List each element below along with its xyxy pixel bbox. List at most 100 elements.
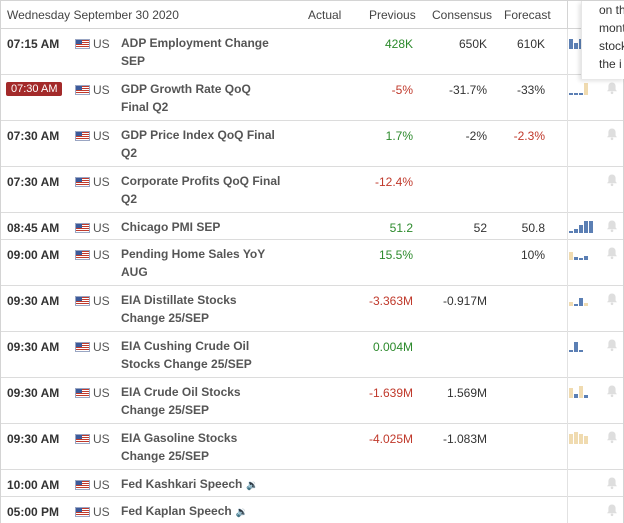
event-subtitle[interactable]: Change 25/SEP	[121, 449, 210, 463]
event-forecast: -2.3%	[513, 129, 545, 143]
bell-icon[interactable]	[605, 430, 619, 444]
event-name[interactable]: GDP Price Index QoQ Final Q2	[121, 126, 311, 162]
calendar-date: Wednesday September 30 2020	[7, 8, 179, 22]
mini-chart[interactable]	[567, 430, 597, 444]
event-country: US	[93, 478, 110, 492]
bell-icon[interactable]	[605, 246, 619, 260]
event-subtitle[interactable]: SEP	[121, 54, 146, 68]
event-title[interactable]: Fed Kaplan Speech	[121, 504, 232, 518]
event-name[interactable]: Chicago PMI SEP	[121, 218, 311, 236]
mini-chart[interactable]	[567, 81, 597, 95]
calendar-row[interactable]: 05:00 PM US Fed Kaplan Speech 🔉	[1, 497, 623, 523]
mini-chart-bar	[584, 256, 588, 260]
event-name[interactable]: Pending Home Sales YoY AUG	[121, 245, 311, 281]
mini-chart-bar	[574, 257, 578, 260]
mini-chart-bar	[574, 432, 578, 444]
mini-chart-bar	[584, 83, 588, 95]
mini-chart-bar	[579, 298, 583, 306]
event-title[interactable]: Chicago PMI SEP	[121, 220, 221, 234]
event-name[interactable]: Corporate Profits QoQ Final Q2	[121, 172, 311, 208]
event-name[interactable]: EIA Crude Oil Stocks Change 25/SEP	[121, 383, 311, 419]
column-header-actual[interactable]: Actual	[308, 8, 342, 22]
event-subtitle[interactable]: Q2	[121, 192, 138, 206]
column-header-forecast[interactable]: Forecast	[504, 8, 551, 22]
event-subtitle[interactable]: Q2	[121, 146, 138, 160]
event-title[interactable]: EIA Cushing Crude Oil	[121, 339, 250, 353]
event-consensus: -2%	[465, 129, 487, 143]
event-name[interactable]: Fed Kashkari Speech 🔉	[121, 475, 311, 495]
event-subtitle[interactable]: Final Q2	[121, 100, 169, 114]
calendar-row[interactable]: 09:00 AM US Pending Home Sales YoY AUG 15.5%…	[1, 240, 623, 286]
calendar-row[interactable]: 07:30 AM US GDP Price Index QoQ Final Q2 1.7…	[1, 121, 623, 167]
event-time: 08:45 AM	[7, 221, 60, 235]
calendar-row[interactable]: 07:30 AM US Corporate Profits QoQ Final Q2 -…	[1, 167, 623, 213]
calendar-header: Wednesday September 30 2020 Actual Previ…	[1, 1, 623, 29]
bell-icon[interactable]	[605, 503, 619, 517]
header-divider	[567, 1, 568, 29]
event-time: 09:30 AM	[7, 386, 60, 400]
event-title[interactable]: Pending Home Sales YoY	[121, 247, 266, 261]
bell-icon[interactable]	[605, 476, 619, 490]
bell-icon[interactable]	[605, 292, 619, 306]
us-flag-icon	[75, 507, 90, 517]
mini-chart-bar	[569, 434, 573, 444]
event-name[interactable]: EIA Cushing Crude Oil Stocks Change 25/SE…	[121, 337, 311, 373]
event-title[interactable]: EIA Crude Oil Stocks	[121, 385, 241, 399]
event-subtitle[interactable]: Change 25/SEP	[121, 311, 210, 325]
event-name[interactable]: EIA Distillate Stocks Change 25/SEP	[121, 291, 311, 327]
bell-icon[interactable]	[605, 81, 619, 95]
mini-chart[interactable]	[567, 384, 597, 398]
bell-icon[interactable]	[605, 127, 619, 141]
mini-chart-bar	[579, 93, 583, 95]
event-previous: 51.2	[389, 221, 413, 235]
event-title[interactable]: GDP Price Index QoQ Final	[121, 128, 275, 142]
us-flag-icon	[75, 131, 90, 141]
event-subtitle[interactable]: AUG	[121, 265, 148, 279]
calendar-row[interactable]: 10:00 AM US Fed Kashkari Speech 🔉	[1, 470, 623, 497]
mini-chart[interactable]	[567, 246, 597, 260]
event-country: US	[93, 340, 110, 354]
event-time: 07:30 AM	[7, 175, 60, 189]
us-flag-icon	[75, 223, 90, 233]
calendar-row[interactable]: 09:30 AM US EIA Gasoline Stocks Change 25/S…	[1, 424, 623, 470]
bell-icon[interactable]	[605, 219, 619, 233]
mini-chart[interactable]	[567, 338, 597, 352]
event-name[interactable]: GDP Growth Rate QoQ Final Q2	[121, 80, 311, 116]
event-name[interactable]: EIA Gasoline Stocks Change 25/SEP	[121, 429, 311, 465]
event-time: 09:30 AM	[7, 340, 60, 354]
event-forecast: -33%	[516, 83, 545, 97]
us-flag-icon	[75, 296, 90, 306]
us-flag-icon	[75, 85, 90, 95]
event-time: 07:30 AM	[7, 129, 60, 143]
event-name[interactable]: ADP Employment Change SEP	[121, 34, 311, 70]
event-title[interactable]: Fed Kashkari Speech	[121, 477, 243, 491]
event-name[interactable]: Fed Kaplan Speech 🔉	[121, 502, 311, 522]
calendar-row[interactable]: 09:30 AM US EIA Distillate Stocks Change 25…	[1, 286, 623, 332]
mini-chart[interactable]	[567, 292, 597, 306]
us-flag-icon	[75, 480, 90, 490]
calendar-row[interactable]: 08:45 AM US Chicago PMI SEP 51.2 52 50.8	[1, 213, 623, 240]
column-divider	[567, 213, 568, 240]
bell-icon[interactable]	[605, 173, 619, 187]
event-title[interactable]: EIA Distillate Stocks	[121, 293, 237, 307]
calendar-row[interactable]: 09:30 AM US EIA Crude Oil Stocks Change 25/…	[1, 378, 623, 424]
column-header-consensus[interactable]: Consensus	[432, 8, 493, 22]
calendar-row[interactable]: 07:15 AM US ADP Employment Change SEP 428K 65…	[1, 29, 623, 75]
event-title[interactable]: Corporate Profits QoQ Final	[121, 174, 281, 188]
event-forecast: 610K	[516, 37, 545, 51]
event-title[interactable]: ADP Employment Change	[121, 36, 269, 50]
bell-icon[interactable]	[605, 338, 619, 352]
mini-chart-bar	[569, 231, 573, 233]
event-subtitle[interactable]: Stocks Change 25/SEP	[121, 357, 252, 371]
mini-chart[interactable]	[567, 219, 597, 233]
event-title[interactable]: GDP Growth Rate QoQ	[121, 82, 251, 96]
event-title[interactable]: EIA Gasoline Stocks	[121, 431, 238, 445]
calendar-row[interactable]: 09:30 AM US EIA Cushing Crude Oil Stocks Ch…	[1, 332, 623, 378]
bell-icon[interactable]	[605, 384, 619, 398]
event-subtitle[interactable]: Change 25/SEP	[121, 403, 210, 417]
mini-chart-bar	[574, 342, 578, 352]
column-header-previous[interactable]: Previous	[369, 8, 416, 22]
calendar-row[interactable]: 07:30 AM US GDP Growth Rate QoQ Final Q2 -5%…	[1, 75, 623, 121]
mini-chart-bar	[574, 229, 578, 233]
